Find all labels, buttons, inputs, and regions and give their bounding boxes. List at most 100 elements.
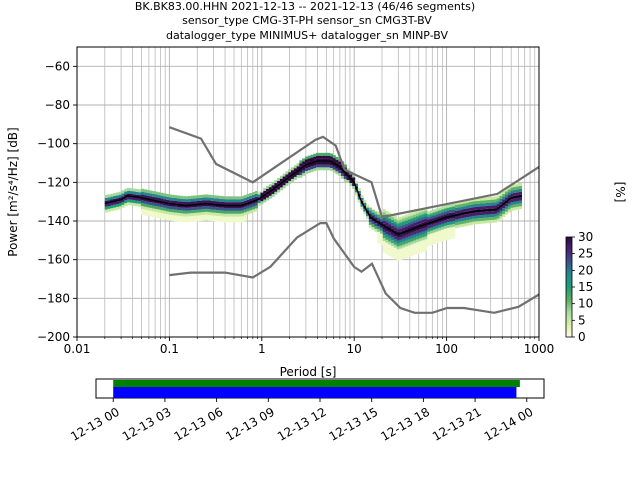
- psd-cell: [430, 221, 434, 225]
- psd-cell: [285, 174, 289, 178]
- psd-cell: [463, 223, 467, 227]
- psd-cell: [413, 237, 417, 241]
- time-tick-label: 12-13 21: [430, 405, 484, 444]
- psd-cell: [257, 203, 261, 206]
- psd-cell: [396, 237, 400, 241]
- psd-cell: [249, 207, 253, 211]
- psd-cell: [171, 200, 175, 204]
- psd-cell: [157, 212, 161, 216]
- psd-cell: [127, 190, 131, 194]
- psd-cell: [149, 196, 153, 200]
- psd-cell: [388, 227, 392, 230]
- psd-cell: [446, 225, 450, 228]
- psd-cell: [449, 221, 453, 225]
- psd-cell: [385, 234, 389, 237]
- psd-cell: [466, 202, 470, 206]
- psd-cell: [460, 200, 464, 204]
- psd-cell: [277, 186, 281, 190]
- psd-cell: [443, 237, 447, 241]
- psd-cell: [221, 199, 225, 202]
- psd-cell: [182, 210, 186, 214]
- x-ticks: 0.01 0.1 1 10 100 1000: [64, 337, 554, 356]
- psd-cell: [190, 218, 195, 222]
- psd-cell: [477, 212, 481, 216]
- psd-cell: [516, 203, 520, 207]
- psd-cell: [438, 224, 442, 228]
- psd-cell: [179, 195, 183, 199]
- psd-cell: [163, 202, 167, 205]
- psd-cell: [418, 212, 422, 216]
- psd-cell: [391, 217, 395, 220]
- psd-cell: [235, 205, 239, 208]
- psd-cell: [171, 194, 175, 198]
- psd-cell: [485, 214, 489, 218]
- psd-cell: [396, 234, 400, 238]
- psd-cell: [441, 232, 445, 236]
- psd-cell: [407, 239, 411, 243]
- psd-cell: [480, 206, 484, 210]
- psd-cell: [505, 211, 509, 215]
- psd-cell: [332, 169, 336, 173]
- psd-cell: [427, 225, 431, 229]
- psd-cell: [463, 217, 467, 221]
- psd-cell: [149, 204, 153, 208]
- psd-cell: [393, 244, 397, 248]
- psd-cell: [427, 237, 431, 241]
- psd-cell: [388, 244, 392, 248]
- psd-cell: [113, 198, 117, 202]
- psd-cell: [190, 201, 195, 205]
- psd-cell: [163, 210, 167, 214]
- psd-cell: [121, 196, 125, 200]
- psd-cell: [488, 220, 492, 224]
- psd-cell: [229, 205, 233, 208]
- psd-cell: [457, 207, 461, 211]
- psd-cell: [243, 197, 247, 201]
- psd-cell: [443, 225, 447, 229]
- psd-cell: [277, 180, 281, 184]
- psd-cell: [510, 184, 514, 188]
- psd-cell: [160, 204, 164, 208]
- psd-cell: [496, 195, 500, 199]
- psd-cell: [499, 196, 503, 199]
- psd-cell: [432, 241, 436, 245]
- psd-cell: [466, 222, 470, 226]
- psd-cell: [480, 212, 484, 216]
- time-tick-label: 12-13 15: [327, 405, 381, 444]
- psd-cell: [382, 220, 386, 224]
- psd-cell: [221, 210, 225, 214]
- psd-cell: [416, 230, 420, 234]
- psd-cell: [391, 219, 395, 223]
- psd-cell: [446, 219, 450, 223]
- psd-cell: [407, 251, 411, 255]
- psd-cell: [252, 203, 256, 207]
- psd-cell: [224, 196, 228, 200]
- psd-cell: [210, 218, 214, 222]
- psd-cell: [396, 217, 400, 221]
- psd-cell: [338, 164, 342, 168]
- psd-cell: [304, 171, 309, 174]
- psd-cell: [466, 199, 470, 203]
- psd-cell: [332, 163, 336, 167]
- psd-cell: [449, 236, 453, 239]
- psd-cell: [449, 233, 453, 237]
- psd-cell: [354, 183, 359, 187]
- psd-cell: [371, 224, 375, 228]
- psd-cell: [432, 212, 436, 216]
- colorbar-tick-label: 5: [578, 313, 586, 327]
- psd-cell: [421, 225, 425, 229]
- psd-cell: [215, 210, 220, 213]
- psd-cell: [138, 192, 142, 196]
- psd-cell: [157, 197, 161, 201]
- psd-cell: [260, 201, 264, 205]
- psd-cell: [374, 223, 378, 227]
- psd-cell: [496, 204, 500, 207]
- psd-cell: [491, 205, 495, 209]
- psd-cell: [366, 204, 370, 208]
- psd-cell: [171, 206, 175, 210]
- psd-cell: [277, 177, 281, 181]
- psd-cell: [313, 153, 317, 157]
- psd-cell: [493, 202, 497, 206]
- psd-cell: [432, 218, 436, 221]
- psd-cell: [435, 217, 439, 221]
